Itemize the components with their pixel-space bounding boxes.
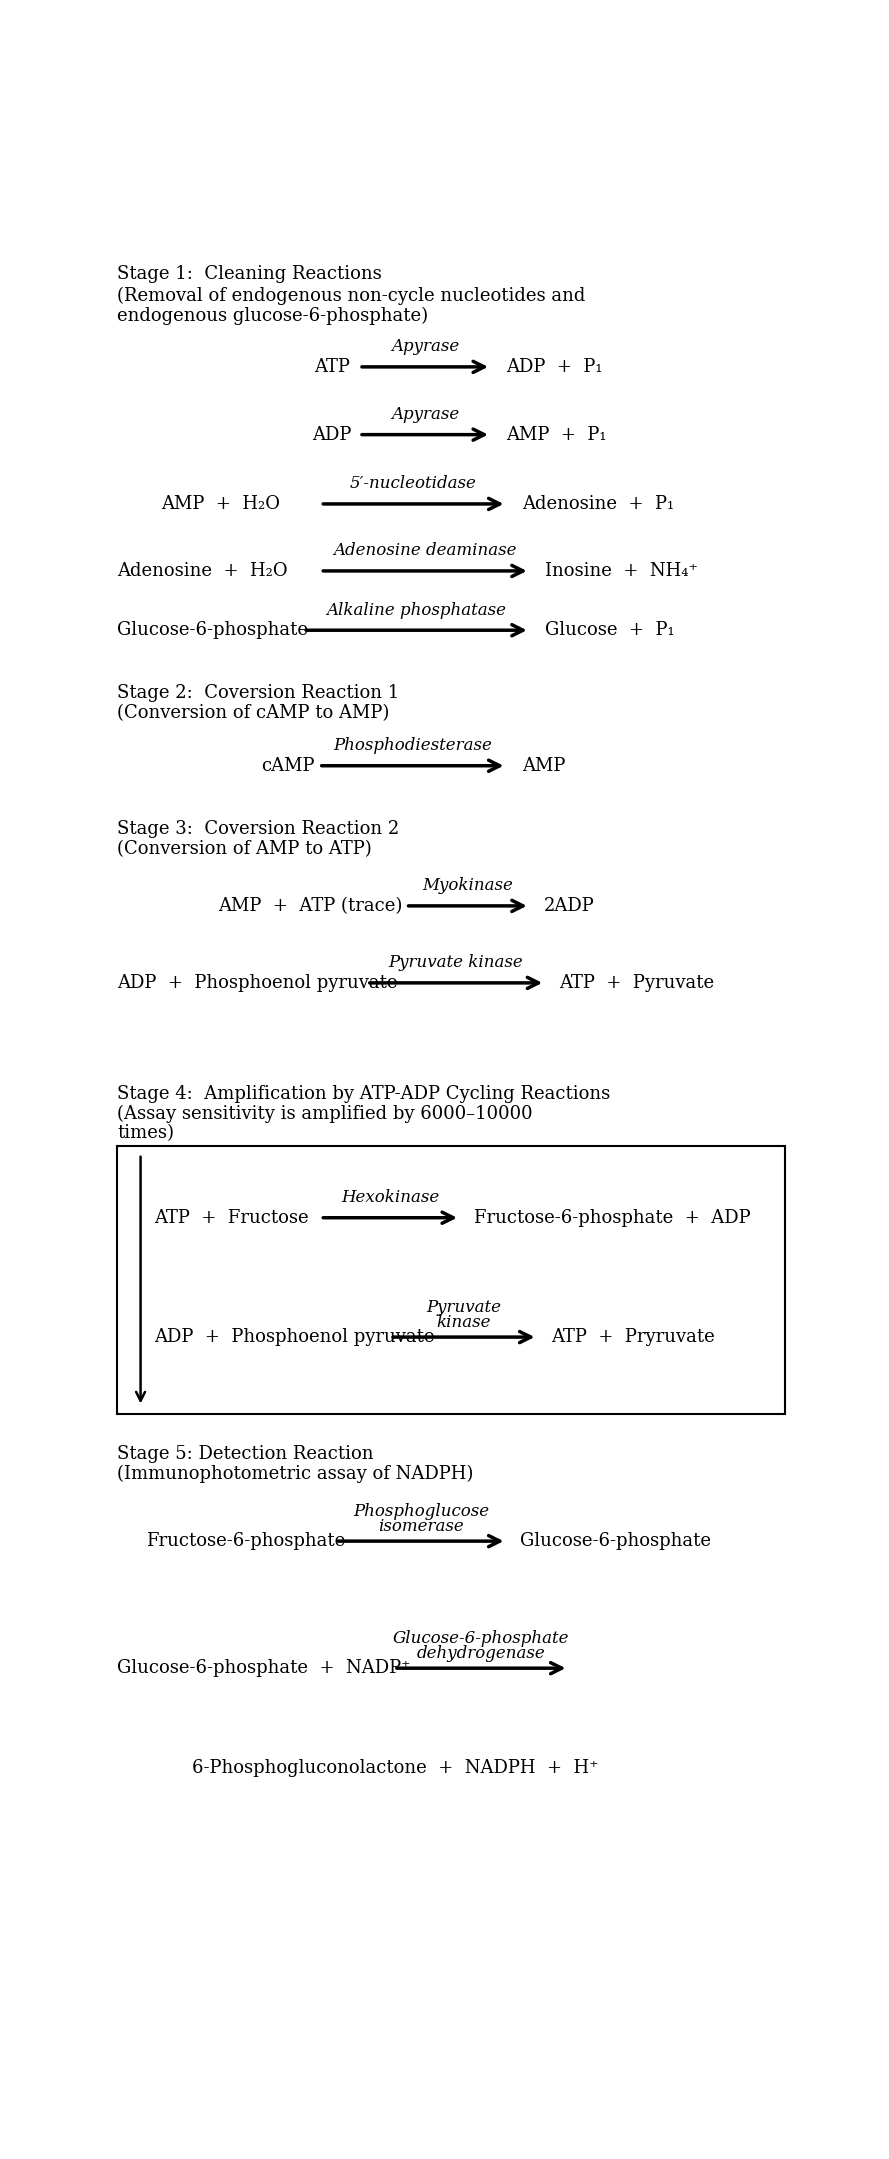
Text: AMP  +  ATP (trace): AMP + ATP (trace): [218, 896, 403, 915]
Text: (Conversion of AMP to ATP): (Conversion of AMP to ATP): [117, 840, 372, 857]
Text: Stage 2:  Coversion Reaction 1: Stage 2: Coversion Reaction 1: [117, 684, 399, 702]
Bar: [117, 1146, 785, 1414]
Text: ADP  +  Phosphoenol pyruvate: ADP + Phosphoenol pyruvate: [117, 974, 397, 991]
Text: ADP  +  P₁: ADP + P₁: [507, 358, 603, 376]
Text: ATP  +  Fructose: ATP + Fructose: [154, 1209, 308, 1226]
Text: Glucose-6-phosphate  +  NADP⁺: Glucose-6-phosphate + NADP⁺: [117, 1658, 411, 1678]
Text: ADP  +  Phosphoenol pyruvate: ADP + Phosphoenol pyruvate: [154, 1328, 434, 1345]
Text: Pyruvate kinase: Pyruvate kinase: [388, 954, 524, 972]
Text: Glucose-6-phosphate: Glucose-6-phosphate: [520, 1533, 711, 1550]
Text: Fructose-6-phosphate: Fructose-6-phosphate: [146, 1533, 345, 1550]
Text: Adenosine  +  H₂O: Adenosine + H₂O: [117, 561, 288, 581]
Text: (Immunophotometric assay of NADPH): (Immunophotometric assay of NADPH): [117, 1466, 474, 1483]
Text: AMP  +  H₂O: AMP + H₂O: [162, 494, 281, 514]
Text: 5′-nucleotidase: 5′-nucleotidase: [350, 475, 477, 492]
Text: AMP: AMP: [522, 758, 565, 775]
Text: Stage 4:  Amplification by ATP-ADP Cycling Reactions: Stage 4: Amplification by ATP-ADP Cyclin…: [117, 1084, 611, 1103]
Text: Stage 3:  Coversion Reaction 2: Stage 3: Coversion Reaction 2: [117, 820, 399, 838]
Text: Adenosine deaminase: Adenosine deaminase: [333, 542, 517, 559]
Text: Stage 1:  Cleaning Reactions: Stage 1: Cleaning Reactions: [117, 266, 382, 283]
Text: Hexokinase: Hexokinase: [341, 1190, 439, 1207]
Text: Glucose-6-phosphate: Glucose-6-phosphate: [117, 622, 308, 639]
Text: ADP: ADP: [312, 425, 352, 443]
Text: 6-Phosphogluconolactone  +  NADPH  +  H⁺: 6-Phosphogluconolactone + NADPH + H⁺: [193, 1760, 599, 1777]
Text: Pyruvate: Pyruvate: [426, 1298, 501, 1315]
Text: Phosphodiesterase: Phosphodiesterase: [333, 736, 492, 753]
Text: Inosine  +  NH₄⁺: Inosine + NH₄⁺: [545, 561, 698, 581]
Text: Apyrase: Apyrase: [391, 339, 459, 356]
Text: times): times): [117, 1125, 174, 1142]
Text: Adenosine  +  P₁: Adenosine + P₁: [522, 494, 674, 514]
Text: endogenous glucose-6-phosphate): endogenous glucose-6-phosphate): [117, 307, 428, 326]
Text: ATP  +  Pyruvate: ATP + Pyruvate: [559, 974, 714, 991]
Text: (Assay sensitivity is amplified by 6000–10000: (Assay sensitivity is amplified by 6000–…: [117, 1105, 533, 1123]
Text: Glucose  +  P₁: Glucose + P₁: [545, 622, 675, 639]
Text: (Conversion of cAMP to AMP): (Conversion of cAMP to AMP): [117, 704, 389, 721]
Text: kinase: kinase: [436, 1315, 491, 1330]
Text: AMP  +  P₁: AMP + P₁: [507, 425, 607, 443]
Text: Glucose-6-phosphate: Glucose-6-phosphate: [393, 1630, 570, 1647]
Text: ATP  +  Pryruvate: ATP + Pryruvate: [551, 1328, 715, 1345]
Text: Myokinase: Myokinase: [422, 877, 513, 894]
Text: (Removal of endogenous non-cycle nucleotides and: (Removal of endogenous non-cycle nucleot…: [117, 287, 586, 304]
Text: 2ADP: 2ADP: [543, 896, 595, 915]
Text: cAMP: cAMP: [261, 758, 315, 775]
Text: Stage 5: Detection Reaction: Stage 5: Detection Reaction: [117, 1444, 374, 1464]
Text: Fructose-6-phosphate  +  ADP: Fructose-6-phosphate + ADP: [474, 1209, 750, 1226]
Text: Alkaline phosphatase: Alkaline phosphatase: [326, 602, 507, 620]
Text: Phosphoglucose: Phosphoglucose: [353, 1503, 489, 1520]
Text: dehydrogenase: dehydrogenase: [417, 1645, 546, 1662]
Text: isomerase: isomerase: [378, 1518, 464, 1535]
Text: Apyrase: Apyrase: [391, 406, 459, 423]
Text: ATP: ATP: [314, 358, 350, 376]
